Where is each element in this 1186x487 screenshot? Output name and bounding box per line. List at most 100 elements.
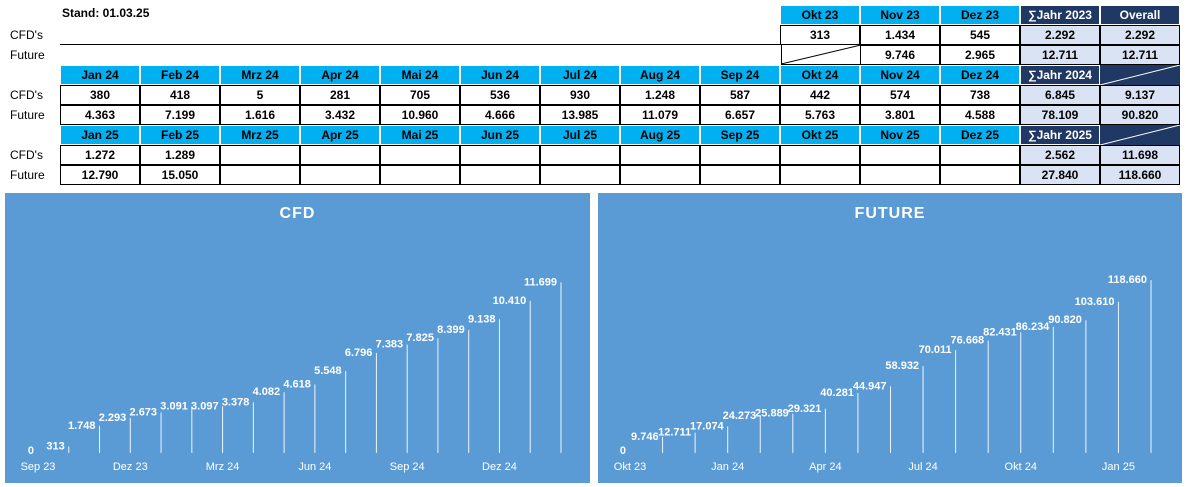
data-label: 17.074 (690, 420, 725, 432)
future-cell (380, 165, 460, 185)
data-label: 3.378 (222, 396, 250, 408)
cfd-cell: 418 (140, 85, 220, 105)
future-cell: 6.657 (700, 105, 780, 125)
future-cell (460, 165, 540, 185)
future-cell (940, 165, 1020, 185)
month-header: Jan 25 (60, 125, 140, 145)
row-label-cfd-2025: CFD's (10, 148, 43, 162)
year-sum-future: 78.109 (1020, 105, 1100, 125)
cfd-cell (380, 145, 460, 165)
row-label-cfd-2023: CFD's (10, 28, 43, 42)
month-header: Jan 24 (60, 65, 140, 85)
data-label: 4.618 (283, 378, 311, 390)
data-label: 7.383 (376, 339, 404, 351)
year-sum-future: 12.711 (1020, 45, 1100, 65)
x-tick-label: Dez 23 (113, 461, 148, 473)
future-cell: 3.801 (860, 105, 940, 125)
x-tick-label: Dez 24 (482, 461, 517, 473)
data-label: 44.947 (853, 380, 887, 392)
future-cell (540, 165, 620, 185)
month-header: Okt 24 (780, 65, 860, 85)
year-sum-cfd: 2.292 (1020, 25, 1100, 45)
cfd-cell: 442 (780, 85, 860, 105)
future-cell: 4.363 (60, 105, 140, 125)
cfd-chart-panel: CFD 0 313 1.748 2.293 2.673 3.091 3.097 3.378 4.… (5, 193, 590, 483)
future-cell: 10.960 (380, 105, 460, 125)
data-label: 29.321 (788, 403, 822, 415)
month-header: Sep 25 (700, 125, 780, 145)
future-cell: 5.763 (780, 105, 860, 125)
month-header: Mrz 25 (220, 125, 300, 145)
data-label: 76.668 (951, 335, 985, 347)
future-cell: 1.616 (220, 105, 300, 125)
spreadsheet-table: Stand: 01.03.25 CFD's Future CFD's Futur… (0, 0, 1186, 190)
data-label: 1.748 (68, 420, 96, 432)
cfd-cell: 1.289 (140, 145, 220, 165)
cfd-cell: 1.248 (620, 85, 700, 105)
month-header: Apr 24 (300, 65, 380, 85)
data-label: 12.711 (658, 427, 691, 439)
cfd-cell: 545 (940, 25, 1020, 45)
future-cell (300, 165, 380, 185)
data-label: 25.889 (755, 408, 789, 420)
diagonal-overall-2024 (1100, 64, 1180, 86)
data-label: 313 (46, 440, 64, 452)
cfd-cell (860, 145, 940, 165)
x-tick-label: Jan 24 (711, 461, 744, 473)
data-label: 3.091 (160, 400, 188, 412)
cfd-cell (700, 145, 780, 165)
month-header: Feb 25 (140, 125, 220, 145)
month-header: Jun 24 (460, 65, 540, 85)
row-label-future-2024: Future (10, 108, 45, 122)
row-label-future-2023: Future (10, 48, 45, 62)
cfd-cell: 587 (700, 85, 780, 105)
year-sum-cfd: 6.845 (1020, 85, 1100, 105)
month-header: Dez 24 (940, 65, 1020, 85)
cfd-cell (620, 145, 700, 165)
month-header: Feb 24 (140, 65, 220, 85)
x-tick-label: Okt 24 (1005, 461, 1037, 473)
data-label: 2.293 (99, 412, 127, 424)
x-tick-label: Sep 23 (21, 461, 56, 473)
diagonal-empty-cell (781, 44, 861, 65)
future-cell: 15.050 (140, 165, 220, 185)
data-label: 9.138 (468, 313, 496, 325)
row-label-cfd-2024: CFD's (10, 88, 43, 102)
cfd-cell (460, 145, 540, 165)
cfd-cell: 1.272 (60, 145, 140, 165)
x-tick-label: Okt 23 (614, 461, 646, 473)
cfd-cell: 281 (300, 85, 380, 105)
future-cell: 11.079 (620, 105, 700, 125)
stand-date: Stand: 01.03.25 (62, 6, 150, 20)
cfd-chart-title: CFD (279, 205, 316, 222)
future-chart-panel: FUTURE 0 9.746 12.711 17.074 24.273 25.889 29.… (598, 193, 1182, 483)
cfd-cell: 1.434 (860, 25, 940, 45)
data-label: 40.281 (820, 387, 854, 399)
cfd-cell: 930 (540, 85, 620, 105)
month-header: Dez 25 (940, 125, 1020, 145)
future-cell (700, 165, 780, 185)
row-label-future-2025: Future (10, 168, 45, 182)
month-header: Aug 25 (620, 125, 700, 145)
future-cell: 7.199 (140, 105, 220, 125)
month-header: Aug 24 (620, 65, 700, 85)
cfd-cell: 5 (220, 85, 300, 105)
month-header: Mai 24 (380, 65, 460, 85)
data-label: 11.699 (524, 276, 557, 288)
data-label: 8.399 (437, 324, 465, 336)
month-header: Jul 25 (540, 125, 620, 145)
x-tick-label: Jul 24 (908, 461, 937, 473)
cfd-cell (300, 145, 380, 165)
future-cell: 12.790 (60, 165, 140, 185)
year-sum-cfd: 2.562 (1020, 145, 1100, 165)
data-label: 0 (620, 445, 626, 457)
data-label: 82.431 (983, 326, 1017, 338)
data-label: 5.548 (314, 365, 342, 377)
cfd-cell: 536 (460, 85, 540, 105)
month-header: Mrz 24 (220, 65, 300, 85)
overall-future: 12.711 (1100, 45, 1180, 65)
data-label: 86.234 (1016, 321, 1051, 333)
data-label: 2.673 (130, 406, 158, 418)
